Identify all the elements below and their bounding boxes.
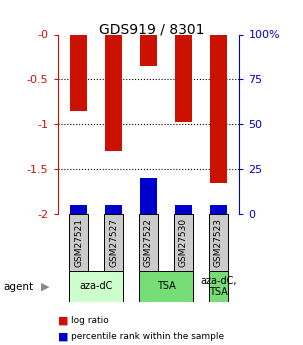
Bar (140, 178, 157, 214)
Text: ■: ■ (58, 332, 68, 341)
Text: agent: agent (3, 282, 33, 292)
Text: TSA: TSA (157, 282, 175, 291)
Text: GSM27521: GSM27521 (74, 218, 83, 267)
Text: log ratio: log ratio (71, 316, 109, 325)
Text: GSM27522: GSM27522 (144, 218, 153, 267)
Bar (70, 205, 87, 214)
Text: aza-dC: aza-dC (79, 282, 113, 291)
FancyBboxPatch shape (69, 214, 88, 271)
Text: GSM27527: GSM27527 (109, 218, 118, 267)
Bar (175, 205, 192, 214)
Text: GSM27523: GSM27523 (214, 218, 223, 267)
Text: GDS919 / 8301: GDS919 / 8301 (99, 22, 204, 37)
FancyBboxPatch shape (139, 271, 193, 302)
FancyBboxPatch shape (104, 214, 123, 271)
FancyBboxPatch shape (209, 271, 228, 302)
FancyBboxPatch shape (209, 214, 228, 271)
Bar (210, 34, 227, 183)
Text: ▶: ▶ (41, 282, 49, 292)
Bar (210, 205, 227, 214)
Text: percentile rank within the sample: percentile rank within the sample (71, 332, 224, 341)
FancyBboxPatch shape (69, 271, 123, 302)
FancyBboxPatch shape (174, 214, 193, 271)
Bar (105, 205, 122, 214)
Text: ■: ■ (58, 315, 68, 325)
Bar (175, 34, 192, 122)
Bar (140, 34, 157, 66)
Text: GSM27530: GSM27530 (179, 218, 188, 267)
Bar (105, 34, 122, 151)
Text: aza-dC,
TSA: aza-dC, TSA (200, 276, 237, 297)
FancyBboxPatch shape (139, 214, 158, 271)
Bar (70, 34, 87, 111)
